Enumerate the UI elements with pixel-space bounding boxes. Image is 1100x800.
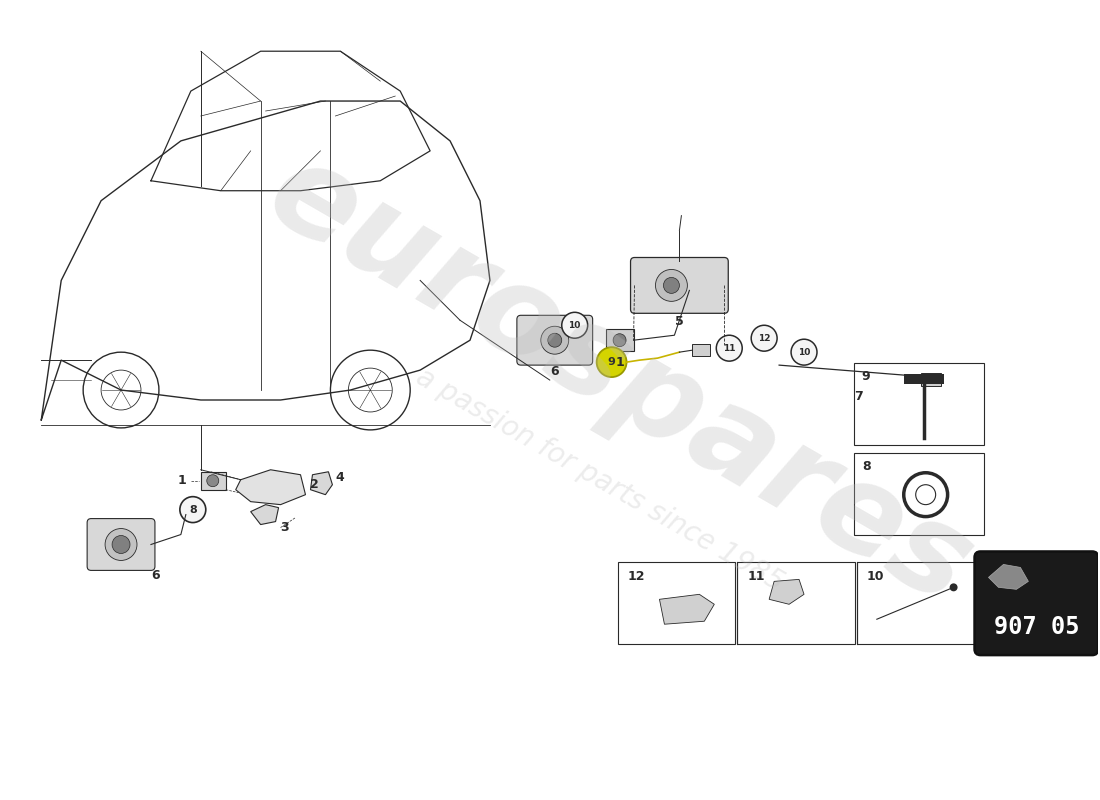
Circle shape <box>562 312 587 338</box>
Circle shape <box>949 583 958 591</box>
Circle shape <box>180 497 206 522</box>
Text: 6: 6 <box>152 570 161 582</box>
Text: 11: 11 <box>723 344 736 353</box>
Polygon shape <box>251 505 278 525</box>
Text: 1: 1 <box>615 356 624 369</box>
Bar <box>617 562 735 644</box>
Text: 12: 12 <box>628 570 645 583</box>
Circle shape <box>207 474 219 486</box>
Circle shape <box>751 326 777 351</box>
Bar <box>692 344 711 356</box>
Bar <box>201 472 225 490</box>
Circle shape <box>716 335 742 361</box>
Text: 6: 6 <box>550 365 559 378</box>
Bar <box>854 453 983 534</box>
Polygon shape <box>769 579 804 604</box>
Text: 8: 8 <box>189 505 197 514</box>
Bar <box>854 363 983 445</box>
Text: 10: 10 <box>867 570 884 583</box>
Text: 7: 7 <box>855 390 864 403</box>
Text: eurospares: eurospares <box>248 130 992 630</box>
Polygon shape <box>235 470 306 505</box>
Polygon shape <box>660 594 714 624</box>
Polygon shape <box>310 472 332 494</box>
Text: a passion for parts since 1985: a passion for parts since 1985 <box>411 362 789 597</box>
Circle shape <box>656 270 688 302</box>
Bar <box>921 373 940 386</box>
Text: 8: 8 <box>862 460 870 473</box>
Circle shape <box>791 339 817 365</box>
Text: 2: 2 <box>310 478 319 491</box>
Text: 5: 5 <box>675 315 684 328</box>
Text: 9: 9 <box>862 370 870 383</box>
FancyBboxPatch shape <box>87 518 155 570</box>
Bar <box>737 562 855 644</box>
Text: 11: 11 <box>747 570 764 583</box>
FancyBboxPatch shape <box>975 551 1098 655</box>
Text: 4: 4 <box>336 471 344 484</box>
Circle shape <box>106 529 138 561</box>
FancyBboxPatch shape <box>517 315 593 365</box>
Bar <box>606 330 634 351</box>
Circle shape <box>541 326 569 354</box>
Text: 1: 1 <box>177 474 186 487</box>
Circle shape <box>112 535 130 554</box>
Text: 9: 9 <box>607 357 616 367</box>
Text: 12: 12 <box>758 334 770 342</box>
Polygon shape <box>989 565 1028 590</box>
Circle shape <box>663 278 680 294</box>
Text: 3: 3 <box>280 521 289 534</box>
Text: 10: 10 <box>798 348 811 357</box>
FancyBboxPatch shape <box>630 258 728 314</box>
Circle shape <box>548 334 562 347</box>
Bar <box>904 374 944 384</box>
Circle shape <box>613 334 626 346</box>
Text: 907 05: 907 05 <box>993 615 1079 639</box>
Circle shape <box>596 347 627 377</box>
Bar <box>857 562 975 644</box>
Text: 10: 10 <box>569 321 581 330</box>
